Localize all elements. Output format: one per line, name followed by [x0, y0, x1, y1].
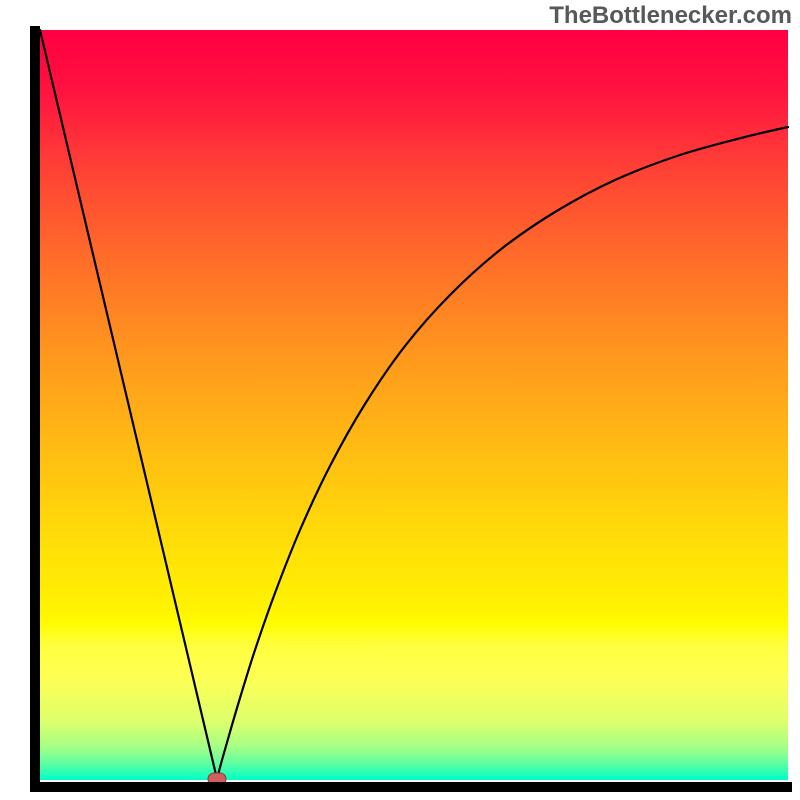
plot-background — [40, 30, 788, 780]
x-axis — [30, 782, 792, 792]
chart-svg — [0, 0, 800, 800]
watermark-text: TheBottlenecker.com — [549, 2, 792, 30]
chart-root: TheBottlenecker.com — [0, 0, 800, 800]
y-axis — [30, 26, 40, 792]
